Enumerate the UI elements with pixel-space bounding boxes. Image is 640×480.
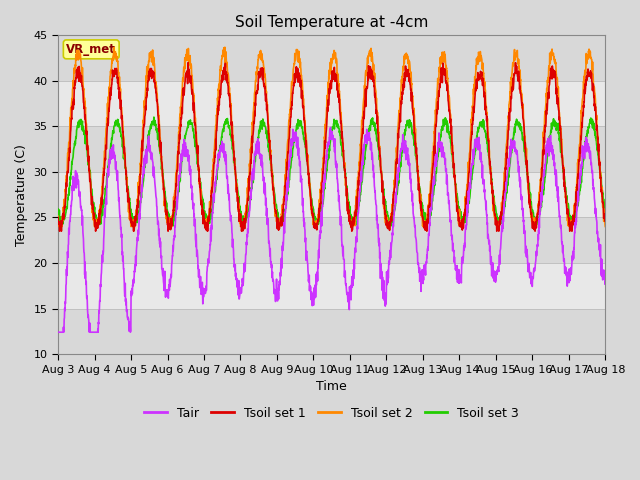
Tsoil set 2 [554,75,561,81]
Bar [58,309,605,354]
Tair [54,329,62,335]
Tair [568,253,576,259]
Tsoil set 3 [207,211,215,216]
Tsoil set 2 [569,218,577,224]
Bar [58,36,605,81]
Tsoil set 2 [491,213,499,218]
Tair [360,144,367,149]
Tsoil set 3 [569,219,577,225]
Tsoil set 1 [491,211,499,217]
Tsoil set 2 [54,213,62,219]
Tsoil set 2 [207,199,215,205]
Tsoil set 2 [348,224,356,229]
Tsoil set 3 [491,203,499,209]
Tsoil set 2 [221,44,228,50]
Tsoil set 3 [360,162,367,168]
Bar [58,126,605,172]
Tsoil set 3 [554,125,561,131]
Bar [58,172,605,217]
Tsoil set 1 [56,228,63,234]
Tsoil set 1 [348,228,356,234]
Tair [553,188,561,193]
Bar [58,263,605,309]
Tsoil set 3 [150,114,157,120]
Line: Tsoil set 2: Tsoil set 2 [58,47,605,227]
Tsoil set 1 [602,215,609,220]
Tair [602,279,609,285]
Title: Soil Temperature at -4cm: Soil Temperature at -4cm [235,15,428,30]
Line: Tair: Tair [58,128,605,332]
Tsoil set 3 [54,208,62,214]
Tsoil set 3 [167,225,175,231]
Line: Tsoil set 1: Tsoil set 1 [58,63,605,231]
Tsoil set 1 [569,222,577,228]
Tsoil set 2 [602,224,609,229]
Tsoil set 3 [602,208,609,214]
Tsoil set 2 [360,96,367,101]
Y-axis label: Temperature (C): Temperature (C) [15,144,28,246]
Tsoil set 3 [348,218,356,224]
Tsoil set 1 [54,215,62,220]
Bar [58,81,605,126]
Tsoil set 1 [360,116,367,122]
Bar [58,217,605,263]
Tair [326,125,334,131]
Tair [491,268,499,274]
X-axis label: Time: Time [316,380,347,393]
Line: Tsoil set 3: Tsoil set 3 [58,117,605,228]
Tsoil set 1 [554,101,561,107]
Tair [348,284,355,289]
Text: VR_met: VR_met [67,43,116,56]
Tsoil set 1 [184,60,192,66]
Tair [207,226,214,231]
Tsoil set 2 [55,224,63,229]
Legend: Tair, Tsoil set 1, Tsoil set 2, Tsoil set 3: Tair, Tsoil set 1, Tsoil set 2, Tsoil se… [140,402,524,425]
Tsoil set 1 [207,192,215,198]
